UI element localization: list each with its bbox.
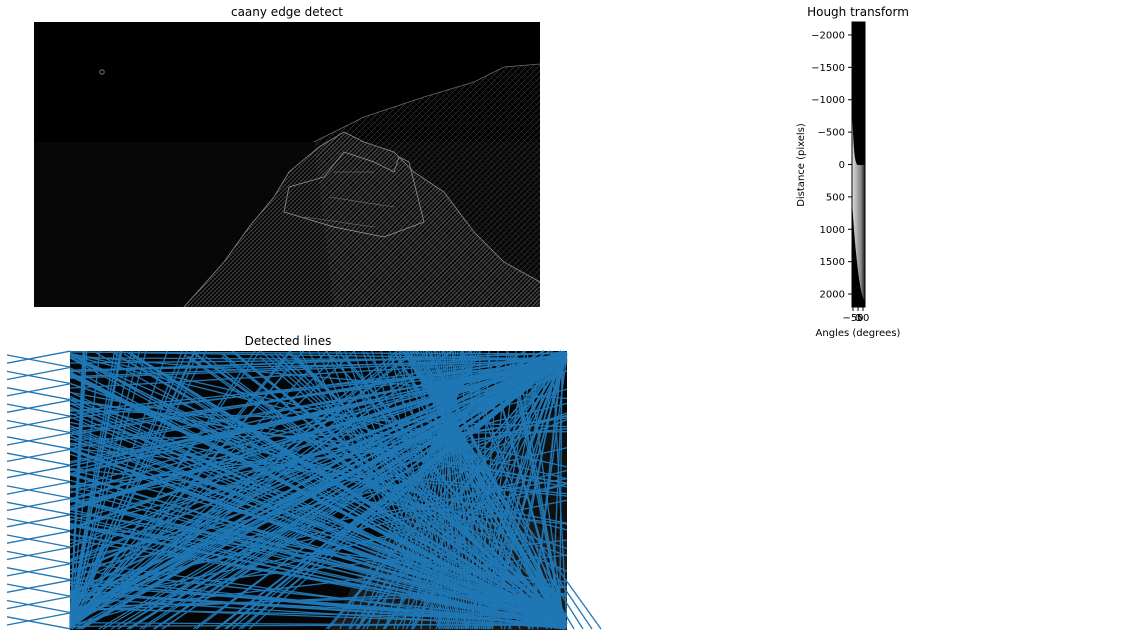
detected-line-21 bbox=[6, 514, 71, 528]
hough-xtick-label-1: 0 bbox=[855, 313, 861, 324]
detected-line-24 bbox=[6, 550, 71, 565]
hough-ytick-label-3: −500 bbox=[818, 128, 845, 139]
detected-line-7 bbox=[6, 399, 71, 413]
hough-yticks: −2000 −1500 −1000 −500 0 500 1000 1500 2000 bbox=[811, 30, 852, 301]
detected-line-22 bbox=[6, 534, 71, 548]
detected-line-25 bbox=[6, 546, 71, 561]
detected-line-15 bbox=[6, 465, 71, 479]
detected-line-18 bbox=[6, 501, 71, 515]
canny-panel-title: caany edge detect bbox=[230, 5, 344, 19]
hough-ytick-label-5: 500 bbox=[826, 192, 845, 203]
detected-line-8 bbox=[6, 419, 71, 434]
hough-ytick-label-4: 0 bbox=[839, 160, 845, 171]
detected-line-20 bbox=[6, 517, 71, 532]
hough-panel-title: Hough transform bbox=[807, 5, 909, 19]
detected-line-14 bbox=[6, 468, 71, 483]
detected-line-5 bbox=[6, 383, 71, 397]
hough-ytick-label-2: −1000 bbox=[811, 95, 845, 106]
detected-line-9 bbox=[6, 415, 71, 430]
detected-line-11 bbox=[6, 432, 71, 446]
detected-line-23 bbox=[6, 530, 71, 544]
detected-line-32 bbox=[6, 616, 71, 630]
hough-xtick-label-2: 50 bbox=[857, 313, 870, 324]
lines-panel-title: Detected lines bbox=[244, 334, 332, 348]
detected-line-17 bbox=[6, 481, 71, 495]
detected-line-13 bbox=[6, 448, 71, 463]
detected-line-33 bbox=[6, 612, 71, 626]
hough-accumulator bbox=[852, 100, 865, 300]
detected-line-12 bbox=[6, 452, 71, 466]
hough-image bbox=[852, 22, 865, 307]
detected-line-29 bbox=[6, 579, 71, 593]
detected-lines-background bbox=[70, 351, 567, 630]
detected-lines-image bbox=[70, 351, 567, 630]
detected-line-0 bbox=[6, 354, 71, 368]
hough-xlabel: Angles (degrees) bbox=[816, 328, 901, 339]
hough-ytick-label-1: −1500 bbox=[811, 63, 845, 74]
detected-line-3 bbox=[6, 366, 71, 381]
canny-edge-image bbox=[34, 22, 540, 307]
detected-line-6 bbox=[6, 403, 71, 417]
detected-line-26 bbox=[6, 567, 71, 581]
hough-xtick-label-0: −50 bbox=[842, 313, 863, 324]
detected-line-28 bbox=[6, 583, 71, 597]
detected-line-30 bbox=[6, 599, 71, 614]
detected-line-4 bbox=[6, 387, 71, 401]
detected-line-10 bbox=[6, 436, 71, 450]
hough-ytick-label-0: −2000 bbox=[811, 30, 845, 41]
detected-line-1 bbox=[6, 350, 71, 364]
detected-line-27 bbox=[6, 563, 71, 577]
canny-edge-drawing bbox=[34, 63, 540, 307]
hough-ytick-label-7: 1500 bbox=[820, 257, 845, 268]
detected-line-31 bbox=[6, 595, 71, 610]
detected-line-19 bbox=[6, 497, 71, 512]
detected-line-16 bbox=[6, 485, 71, 499]
hough-ytick-label-6: 1000 bbox=[820, 225, 845, 236]
hough-ylabel: Distance (pixels) bbox=[796, 123, 807, 207]
hough-ytick-label-8: 2000 bbox=[820, 290, 845, 301]
detected-line-2 bbox=[6, 370, 71, 385]
